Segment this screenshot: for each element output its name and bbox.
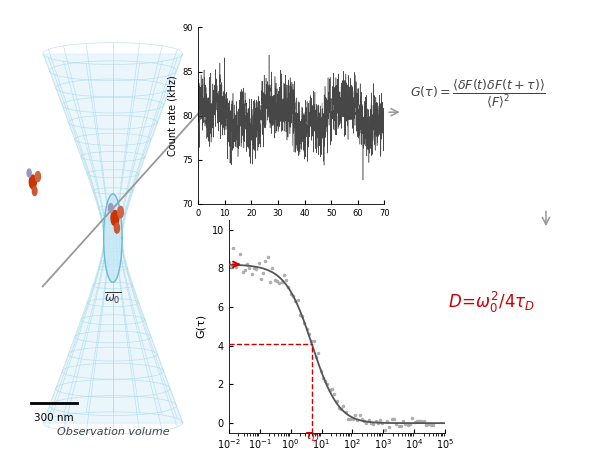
Circle shape xyxy=(27,169,31,177)
Y-axis label: Count rate (kHz): Count rate (kHz) xyxy=(167,75,178,156)
Y-axis label: G(τ): G(τ) xyxy=(196,314,206,338)
Circle shape xyxy=(109,204,113,213)
Circle shape xyxy=(32,186,37,196)
X-axis label: time (s): time (s) xyxy=(272,223,310,233)
Text: $\overline{\omega_0}$: $\overline{\omega_0}$ xyxy=(104,290,121,306)
Circle shape xyxy=(35,171,40,182)
Text: $G(\tau) = \dfrac{\langle\delta F(t)\delta F(t+\tau)\rangle}{\langle F\rangle^2}: $G(\tau) = \dfrac{\langle\delta F(t)\del… xyxy=(410,78,546,110)
Circle shape xyxy=(111,211,119,226)
Circle shape xyxy=(29,175,37,189)
X-axis label: τ (ms): τ (ms) xyxy=(319,457,355,458)
Text: 300 nm: 300 nm xyxy=(34,413,73,423)
Text: $D\!=\!\omega_0^2/4\tau_D$: $D\!=\!\omega_0^2/4\tau_D$ xyxy=(448,290,535,315)
Circle shape xyxy=(118,207,123,218)
Circle shape xyxy=(115,223,120,233)
Text: $\tau_D$: $\tau_D$ xyxy=(304,431,320,444)
Polygon shape xyxy=(104,194,122,282)
Text: Observation volume: Observation volume xyxy=(57,427,169,437)
